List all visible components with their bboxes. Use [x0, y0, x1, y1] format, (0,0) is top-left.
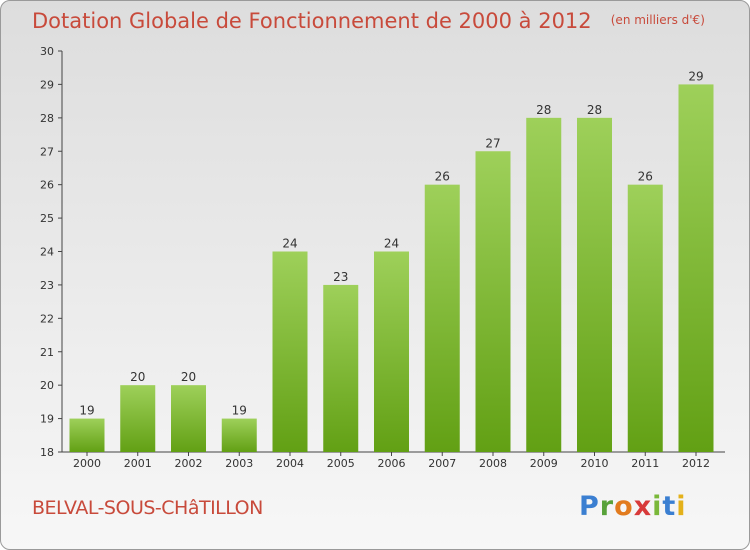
logo-letter: t	[662, 491, 677, 522]
x-tick-label: 2009	[530, 457, 558, 470]
x-tick-label: 2006	[378, 457, 406, 470]
axes: 18 19 20 21 22 23 24 25 26 27 28 29 30 2000 2001 2002 20…	[40, 45, 725, 470]
title-line: Dotation Globale de Fonctionnement de 20…	[32, 9, 705, 33]
y-tick-label: 21	[40, 346, 54, 359]
y-tick-label: 26	[40, 179, 54, 192]
bar	[272, 251, 308, 452]
x-tick-label: 2005	[327, 457, 355, 470]
bar	[69, 418, 105, 452]
x-tick-label: 2003	[225, 457, 253, 470]
x-tick-label: 2001	[124, 457, 152, 470]
logo-letter: i	[652, 491, 663, 522]
bar	[678, 84, 714, 453]
chart-title: Dotation Globale de Fonctionnement de 20…	[32, 9, 592, 33]
data-label: 19	[79, 404, 94, 418]
bar	[221, 418, 257, 452]
proxiti-logo: Proxiti	[579, 491, 687, 522]
bar	[627, 184, 663, 452]
y-tick-label: 18	[40, 446, 54, 459]
data-labels: 19 20 20 19 24 23 24 26 27 28 28 26 29	[79, 69, 703, 417]
y-tick-label: 23	[40, 279, 54, 292]
y-tick-label: 30	[40, 45, 54, 58]
x-tick-label: 2010	[581, 457, 609, 470]
y-tick-label: 22	[40, 312, 54, 325]
data-label: 24	[384, 237, 399, 251]
x-tick-label: 2000	[73, 457, 101, 470]
data-label: 23	[333, 270, 348, 284]
data-label: 19	[232, 404, 247, 418]
logo-letter: P	[579, 491, 600, 522]
x-tick-label: 2008	[479, 457, 507, 470]
bar	[323, 284, 359, 452]
x-tick-label: 2002	[175, 457, 203, 470]
y-tick-label: 28	[40, 112, 54, 125]
bar	[374, 251, 409, 452]
y-tick-label: 25	[40, 212, 54, 225]
data-label: 26	[638, 170, 653, 184]
logo-letter: o	[614, 491, 634, 522]
logo-letter: i	[676, 491, 687, 522]
data-label: 24	[282, 237, 297, 251]
bar	[577, 117, 612, 452]
data-label: 20	[130, 370, 145, 384]
x-tick-label: 2007	[428, 457, 456, 470]
x-tick-label: 2004	[276, 457, 304, 470]
data-label: 29	[688, 69, 703, 83]
commune-name: BELVAL-SOUS-CHâTILLON	[32, 497, 263, 519]
x-tick-label: 2011	[631, 457, 659, 470]
y-tick-label: 27	[40, 145, 54, 158]
logo-letter: r	[599, 491, 615, 522]
bar	[424, 184, 460, 452]
y-tick-label: 20	[40, 379, 54, 392]
data-label: 26	[435, 170, 450, 184]
y-tick-label: 19	[40, 413, 54, 426]
bar	[171, 385, 206, 452]
bars	[69, 84, 714, 453]
x-tick-label: 2012	[682, 457, 710, 470]
data-label: 28	[536, 103, 551, 117]
bar	[475, 151, 511, 452]
data-label: 28	[587, 103, 602, 117]
bar	[526, 117, 562, 452]
logo-letter: x	[633, 491, 653, 522]
chart-subtitle: (en milliers d'€)	[610, 13, 705, 27]
y-tick-label: 24	[40, 246, 54, 259]
data-label: 20	[181, 370, 196, 384]
data-label: 27	[485, 136, 500, 150]
y-tick-label: 29	[40, 78, 54, 91]
bar	[120, 385, 156, 452]
